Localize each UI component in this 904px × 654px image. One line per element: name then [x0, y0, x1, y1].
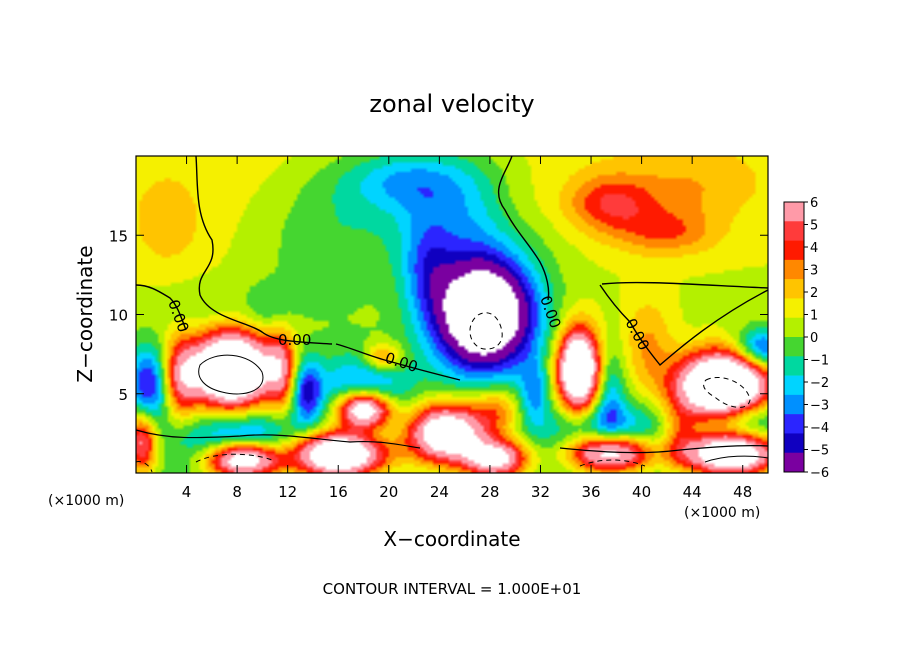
y-tick-label: 15 — [109, 227, 128, 245]
zero-contour-mid — [335, 343, 461, 381]
zero-contour-top-left — [135, 284, 187, 331]
zero-contour-left — [195, 155, 333, 345]
colorbar-tick-label: 1 — [810, 309, 818, 324]
x-tick-label: 48 — [733, 483, 752, 501]
x-axis: 4 8 12 16 20 24 28 32 36 40 44 48 — [182, 156, 752, 501]
contour-far-bottom-right — [704, 455, 769, 463]
colorbar-swatch — [784, 433, 804, 454]
colorbar-tick-label: 5 — [810, 219, 818, 234]
x-axis-unit: (×1000 m) — [684, 505, 760, 521]
colorbar-swatch — [784, 221, 804, 241]
x-tick-label: 20 — [379, 483, 398, 501]
zero-contour-right — [599, 284, 769, 366]
x-tick-label: 36 — [581, 483, 600, 501]
colorbar-swatch — [784, 414, 804, 434]
contour-interval-note: CONTOUR INTERVAL = 1.000E+01 — [323, 580, 582, 598]
x-tick-label: 40 — [632, 483, 651, 501]
colorbar-tick-label: −6 — [810, 466, 829, 481]
y-tick-label: 5 — [118, 386, 128, 404]
colorbar-swatch — [784, 317, 804, 338]
chart-title: zonal velocity — [369, 90, 534, 118]
colorbar-swatch — [784, 394, 804, 415]
colorbar-swatch — [784, 240, 804, 261]
colorbar-swatch — [784, 337, 804, 357]
colorbar-swatch — [784, 375, 804, 396]
x-tick-label: 28 — [480, 483, 499, 501]
colorbar-tick-label: 2 — [810, 286, 818, 301]
heatmap-field — [136, 156, 768, 473]
colorbar-swatch — [784, 279, 804, 299]
colorbar-swatch — [784, 452, 804, 473]
plot-area: 0.00 0.00 0.00 0.00 0.00 4 8 12 16 20 24 28 32 3… — [109, 155, 769, 501]
colorbar-swatch — [784, 259, 804, 280]
y-axis-label: Z−coordinate — [73, 245, 97, 382]
colorbar-tick-label: −3 — [810, 399, 829, 414]
colorbar-tick-label: 6 — [810, 196, 818, 211]
y-axis-unit: (×1000 m) — [48, 493, 124, 509]
x-tick-label: 8 — [232, 483, 242, 501]
contour-lower-band — [135, 429, 421, 449]
x-tick-label: 44 — [683, 483, 702, 501]
x-tick-label: 4 — [182, 483, 192, 501]
colorbar-tick-label: −1 — [810, 354, 829, 369]
colorbar-swatch — [784, 356, 804, 376]
colorbar-swatch — [784, 298, 804, 319]
dashed-contour-bottom-left-corner — [135, 461, 153, 473]
x-axis-label: X−coordinate — [383, 527, 520, 551]
colorbar-tick-label: 4 — [810, 241, 818, 256]
x-tick-label: 24 — [430, 483, 449, 501]
colorbar-tick-label: −5 — [810, 444, 829, 459]
x-tick-label: 12 — [278, 483, 297, 501]
colorbar-tick-label: −4 — [810, 421, 829, 436]
contour-left-blob — [198, 354, 264, 395]
x-tick-label: 32 — [531, 483, 550, 501]
colorbar-tick-label: 3 — [810, 264, 818, 279]
y-axis: 5 10 15 — [109, 227, 768, 404]
dashed-contour-right-blob — [703, 377, 751, 408]
zero-contour-right-top — [601, 281, 769, 289]
contour-label: 0.00 — [278, 331, 311, 349]
contour-lines — [135, 155, 769, 473]
colorbar-tick-label: −2 — [810, 376, 829, 391]
colorbar: 6 5 4 3 2 1 0 −1 −2 −3 −4 −5 −6 — [783, 196, 829, 481]
colorbar-swatch — [784, 202, 804, 222]
contour-lower-right — [559, 445, 769, 454]
x-tick-label: 16 — [329, 483, 348, 501]
zero-contour-right-upper — [497, 155, 550, 301]
dashed-contour-bottom-left — [195, 453, 273, 463]
colorbar-tick-label: 0 — [810, 331, 818, 346]
y-tick-label: 10 — [109, 307, 128, 325]
